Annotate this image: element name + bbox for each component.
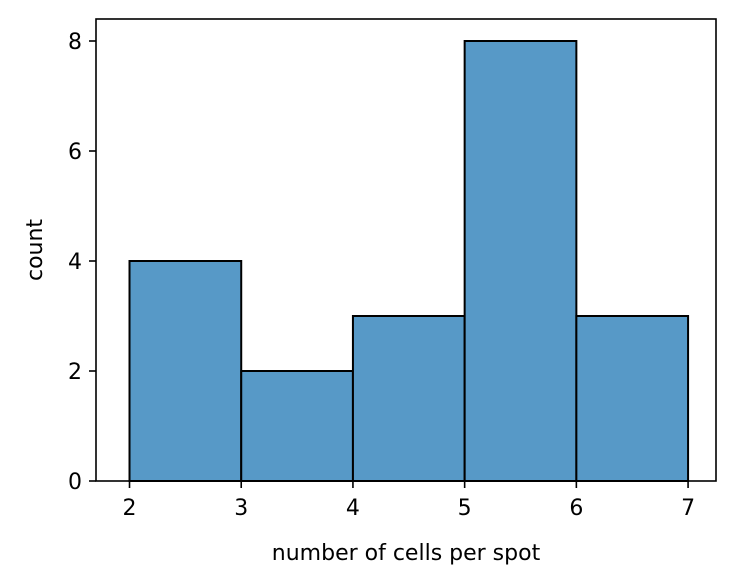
histogram-bar-0 — [128, 260, 243, 482]
y-axis-ticks: 0 2 4 6 8 — [68, 30, 96, 495]
histogram-bar-2 — [351, 315, 466, 482]
y-tick-label-0: 0 — [68, 470, 82, 495]
histogram-bar-3 — [463, 40, 578, 482]
x-tick-label-3: 5 — [458, 496, 472, 521]
x-axis-label: number of cells per spot — [272, 541, 541, 566]
bars-group — [128, 40, 690, 482]
y-tick-label-4: 8 — [68, 30, 82, 55]
histogram-bar-4 — [575, 315, 690, 482]
y-tick-label-3: 6 — [68, 140, 82, 165]
y-axis-label: count — [23, 219, 48, 281]
x-tick-label-2: 4 — [346, 496, 360, 521]
x-tick-label-4: 6 — [569, 496, 583, 521]
x-axis-ticks: 2 3 4 5 6 7 — [123, 481, 695, 521]
plot-frame — [95, 18, 717, 482]
histogram-bar-1 — [240, 370, 354, 482]
y-tick-label-1: 2 — [68, 360, 82, 385]
x-tick-label-5: 7 — [681, 496, 695, 521]
y-tick-label-2: 4 — [68, 250, 82, 275]
x-tick-label-1: 3 — [234, 496, 248, 521]
x-tick-label-0: 2 — [123, 496, 137, 521]
